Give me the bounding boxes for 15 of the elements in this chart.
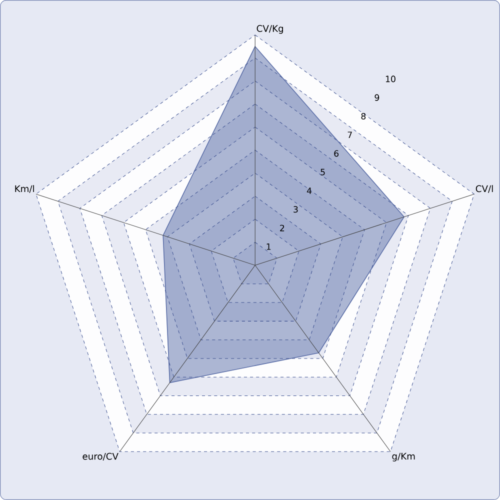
- spoke-label: g/Km: [392, 452, 415, 462]
- y-tick-label: 1: [266, 244, 271, 250]
- y-tick-label: 8: [361, 112, 366, 120]
- spoke-label: CV/Kg: [256, 25, 283, 34]
- spoke-label: euro/CV: [82, 452, 118, 460]
- spoke-label: Km/l: [15, 185, 34, 193]
- y-tick-label: 7: [348, 132, 352, 138]
- spoke-label: CV/l: [476, 185, 493, 193]
- y-tick-label: 4: [306, 188, 312, 194]
- y-tick-label: 3: [294, 206, 298, 213]
- y-tick-label: 5: [320, 168, 325, 176]
- y-tick-label: 9: [374, 94, 380, 101]
- y-tick-label: 2: [280, 224, 284, 232]
- y-tick-label: 10: [386, 76, 396, 82]
- y-tick-label: 6: [334, 150, 339, 157]
